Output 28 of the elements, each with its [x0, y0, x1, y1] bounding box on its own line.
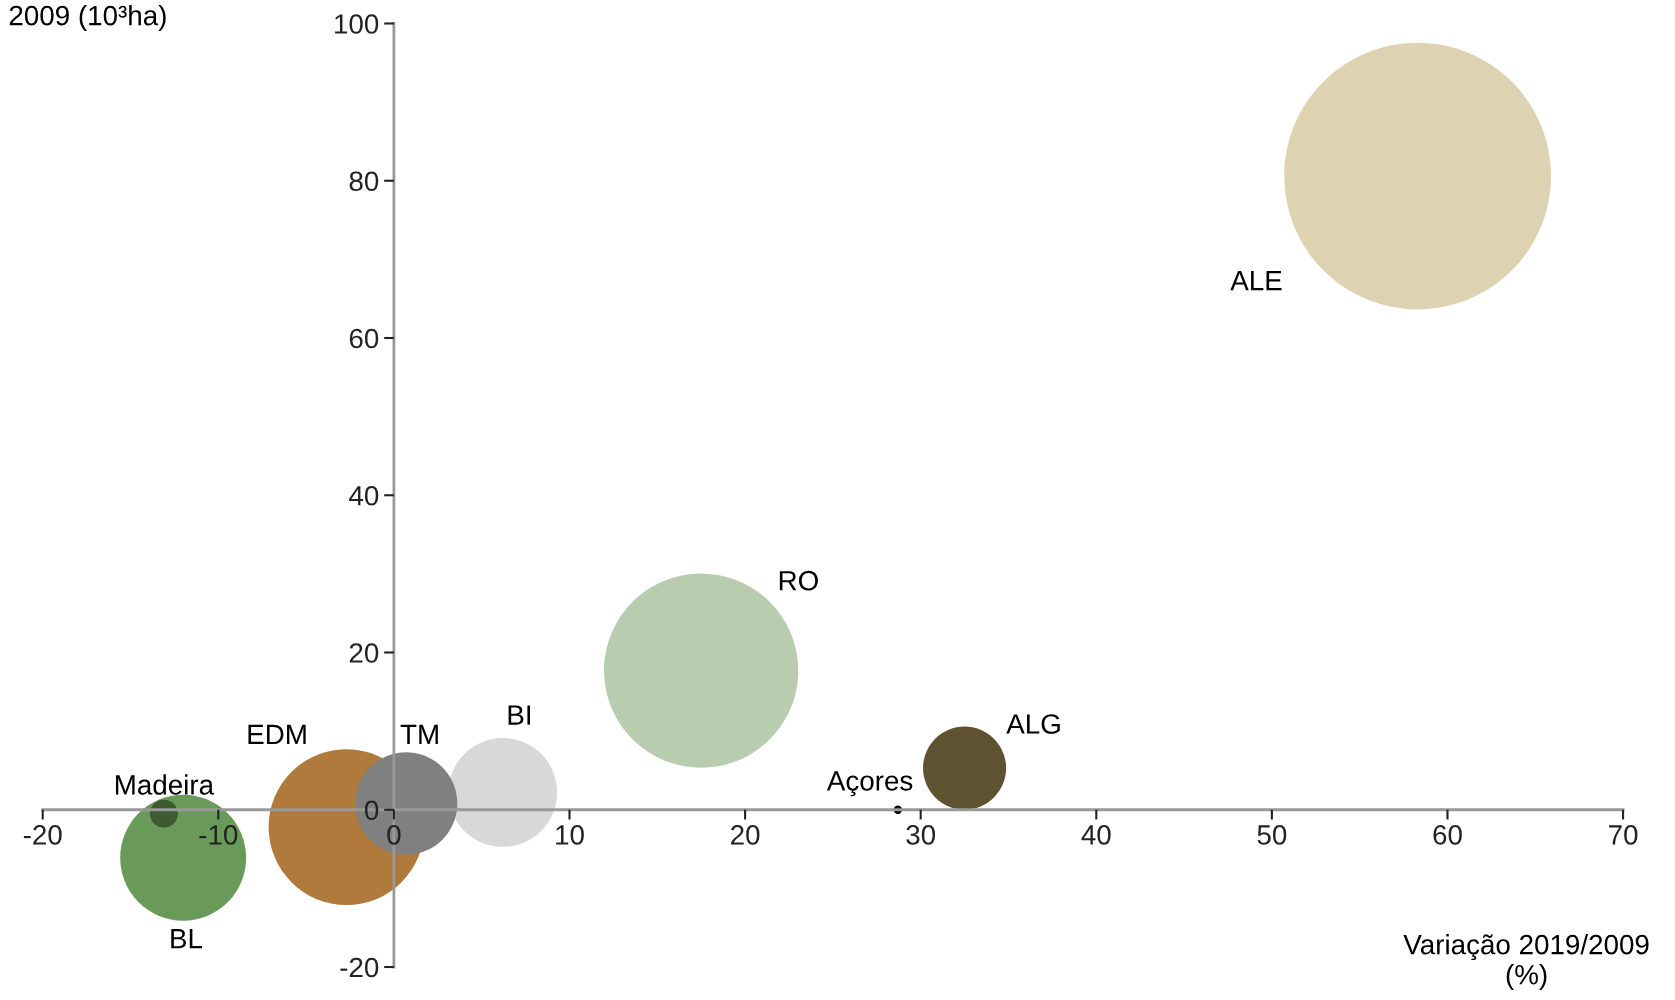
- x-tick-label: 0: [387, 825, 401, 845]
- y-tick-label: 0: [364, 800, 379, 821]
- x-tick-label: 50: [1257, 825, 1287, 845]
- series-label: Açores: [826, 771, 913, 797]
- y-tick-label: -20: [340, 957, 379, 978]
- x-tick-label: 70: [1609, 825, 1638, 845]
- y-tick-label: 80: [349, 171, 379, 192]
- x-tick-label: 20: [731, 825, 760, 845]
- x-tick-label: 10: [556, 825, 584, 845]
- x-tick-label: -20: [23, 825, 62, 845]
- series-label: Madeira: [115, 774, 215, 795]
- y-tick-label: 60: [349, 328, 379, 349]
- x-tick-label: 60: [1433, 825, 1462, 845]
- y-axis-title: 2009 (10³ha): [9, 5, 166, 31]
- series-label: TM: [400, 724, 438, 744]
- y-tick-label: 20: [349, 643, 379, 663]
- series-label: ALG: [1006, 714, 1060, 734]
- series-label: RO: [779, 570, 818, 591]
- x-axis-title: Variação 2019/2009 (%): [1403, 934, 1649, 990]
- y-tick-label: 40: [349, 485, 379, 506]
- series-label: BL: [171, 929, 203, 949]
- series-label: BI: [508, 705, 530, 725]
- x-tick-label: 40: [1081, 825, 1111, 845]
- y-tick-label: 100: [335, 14, 379, 34]
- series-label: EDM: [248, 724, 306, 744]
- x-tick-label: 30: [906, 825, 936, 845]
- x-tick-label: -10: [199, 825, 238, 845]
- series-label: ALE: [1230, 271, 1282, 291]
